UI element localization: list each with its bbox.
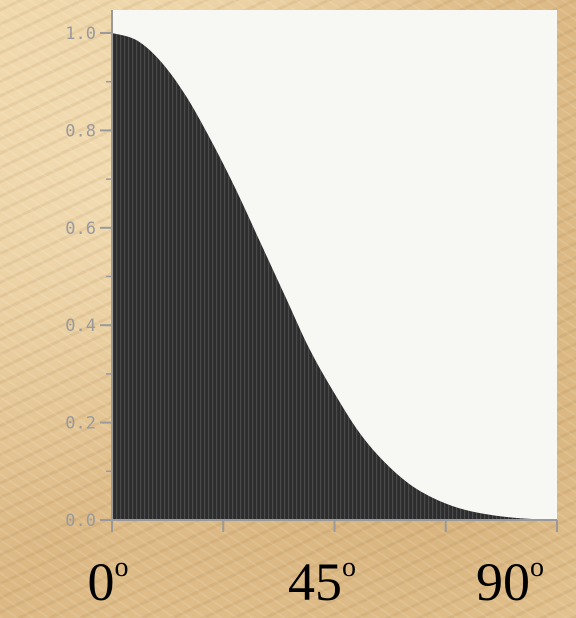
degree-symbol: o xyxy=(342,552,356,583)
x-tick-label-90: 90o xyxy=(450,538,570,612)
y-tick-label: 0.8 xyxy=(65,121,96,141)
y-tick-label: 0.2 xyxy=(65,414,96,434)
axis-group: 0.0 0.2 0.4 0.6 0.8 1.0 xyxy=(65,10,558,532)
x-tick-number: 90 xyxy=(476,552,530,612)
degree-symbol: o xyxy=(530,552,544,583)
y-tick-label: 0.4 xyxy=(65,316,96,336)
area-group xyxy=(112,33,557,520)
x-tick-label-0: 0o xyxy=(48,538,168,612)
area-series xyxy=(112,33,557,520)
x-tick-number: 45 xyxy=(288,552,342,612)
x-tick-label-45: 45o xyxy=(262,538,382,612)
y-tick-label: 0.0 xyxy=(65,511,96,531)
y-tick-label: 1.0 xyxy=(65,24,96,44)
x-tick-number: 0 xyxy=(87,552,115,612)
degree-symbol: o xyxy=(114,552,129,583)
y-tick-label: 0.6 xyxy=(65,219,96,239)
